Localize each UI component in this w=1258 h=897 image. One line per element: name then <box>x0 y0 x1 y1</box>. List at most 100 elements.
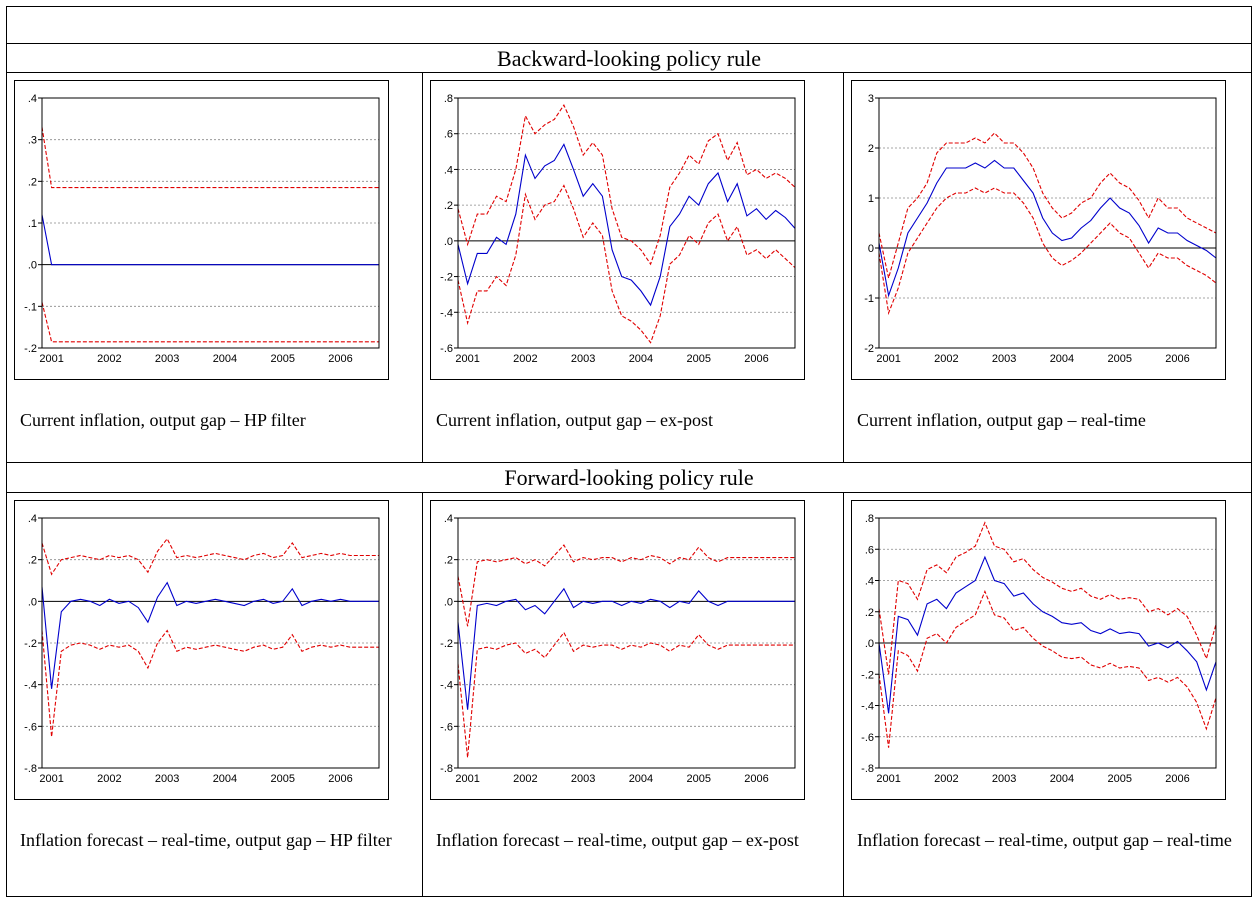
y-tick-label: .4 <box>444 164 453 176</box>
x-tick-label: 2003 <box>992 773 1016 785</box>
y-tick-label: -.4 <box>24 680 37 692</box>
y-tick-label: -.8 <box>440 763 453 775</box>
plot-frame <box>41 517 380 769</box>
y-tick-label: -.2 <box>24 343 37 355</box>
series-line <box>457 631 795 758</box>
x-tick-label: 2005 <box>1107 353 1131 365</box>
column-rule <box>843 492 844 897</box>
y-tick-label: -.4 <box>440 680 453 692</box>
series-line <box>457 544 795 627</box>
x-tick-label: 2006 <box>328 353 352 365</box>
x-tick-label: 2003 <box>155 773 179 785</box>
y-tick-label: 1 <box>868 193 874 205</box>
series-line <box>457 587 795 710</box>
column-rule <box>843 72 844 462</box>
x-tick-label: 2005 <box>270 353 294 365</box>
x-tick-label: 2003 <box>571 353 595 365</box>
y-tick-label: -.4 <box>440 307 453 319</box>
y-tick-label: -.6 <box>440 343 453 355</box>
column-rule <box>422 492 423 897</box>
series-line <box>878 132 1217 279</box>
y-tick-label: .1 <box>28 218 37 230</box>
series-line <box>41 629 379 737</box>
series-line <box>41 127 379 189</box>
series-line <box>457 103 796 266</box>
y-tick-label: .0 <box>865 638 874 650</box>
x-tick-label: 2005 <box>1107 773 1131 785</box>
y-tick-label: .0 <box>28 260 37 272</box>
y-tick-label: 3 <box>868 93 874 105</box>
x-tick-label: 2002 <box>97 353 121 365</box>
y-tick-label: .4 <box>444 513 453 525</box>
y-tick-label: .3 <box>28 135 37 147</box>
chart-frame <box>430 80 805 380</box>
x-tick-label: 2004 <box>629 353 653 365</box>
plot-frame <box>457 97 796 349</box>
y-tick-label: .6 <box>865 544 874 556</box>
row-rule <box>6 492 1252 493</box>
y-tick-label: .8 <box>444 93 453 105</box>
x-tick-label: 2004 <box>213 353 237 365</box>
y-tick-label: -.2 <box>440 638 453 650</box>
y-tick-label: 2 <box>868 143 874 155</box>
x-tick-label: 2004 <box>1050 773 1074 785</box>
x-tick-label: 2004 <box>629 773 653 785</box>
x-tick-label: 2005 <box>686 353 710 365</box>
y-tick-label: 0 <box>868 243 874 255</box>
chart-caption: Inflation forecast – real-time, output g… <box>20 830 392 850</box>
x-tick-label: 2002 <box>934 773 958 785</box>
chart-frame <box>14 80 389 380</box>
series-line <box>41 302 379 343</box>
chart-frame <box>851 500 1226 800</box>
y-tick-label: -.6 <box>440 721 453 733</box>
series-line <box>41 537 379 576</box>
y-tick-label: -2 <box>864 343 874 355</box>
plot-frame <box>878 97 1217 349</box>
x-tick-label: 2002 <box>934 353 958 365</box>
x-tick-label: 2005 <box>270 773 294 785</box>
chart-caption: Inflation forecast – real-time, output g… <box>436 830 799 850</box>
column-rule <box>422 72 423 462</box>
plot-frame <box>457 517 796 769</box>
x-tick-label: 2006 <box>1165 353 1189 365</box>
row-rule <box>6 72 1252 73</box>
x-tick-label: 2002 <box>513 353 537 365</box>
x-tick-label: 2002 <box>513 773 537 785</box>
y-tick-label: -.2 <box>440 272 453 284</box>
y-tick-label: .4 <box>865 576 874 588</box>
series-line <box>878 521 1217 675</box>
x-tick-label: 2006 <box>744 773 768 785</box>
section-title: Forward-looking policy rule <box>504 465 754 490</box>
x-tick-label: 2002 <box>97 773 121 785</box>
y-tick-label: .2 <box>28 176 37 188</box>
chart-frame <box>430 500 805 800</box>
y-tick-label: -.1 <box>24 301 37 313</box>
y-tick-label: -.8 <box>861 763 874 775</box>
series-line <box>457 184 796 344</box>
y-tick-label: .6 <box>444 129 453 141</box>
x-tick-label: 2003 <box>571 773 595 785</box>
series-line <box>878 555 1217 714</box>
series-line <box>878 159 1217 298</box>
plot-frame <box>41 97 380 349</box>
x-tick-label: 2003 <box>155 353 179 365</box>
x-tick-label: 2006 <box>328 773 352 785</box>
y-tick-label: .4 <box>28 93 37 105</box>
y-tick-label: .0 <box>444 236 453 248</box>
y-tick-label: .8 <box>865 513 874 525</box>
chart-caption: Current inflation, output gap – HP filte… <box>20 410 306 430</box>
x-tick-label: 2006 <box>744 353 768 365</box>
series-line <box>878 589 1217 748</box>
chart-caption: Current inflation, output gap – ex-post <box>436 410 713 430</box>
series-line <box>41 581 379 689</box>
x-tick-label: 2006 <box>1165 773 1189 785</box>
x-tick-label: 2001 <box>876 773 900 785</box>
series-line <box>457 143 796 307</box>
